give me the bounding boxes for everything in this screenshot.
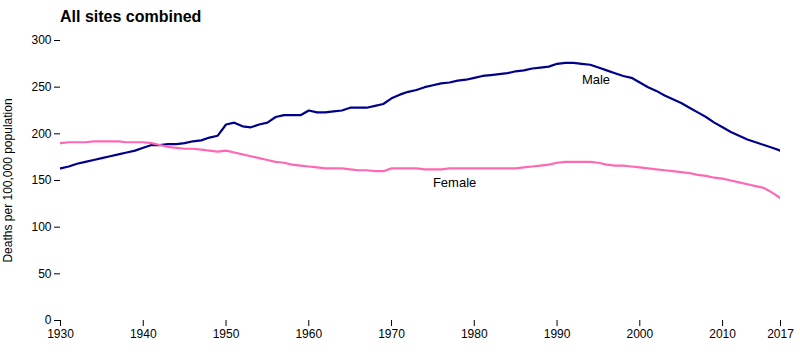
svg-text:1940: 1940 <box>130 327 157 341</box>
svg-text:1980: 1980 <box>461 327 488 341</box>
svg-text:Male: Male <box>582 72 610 87</box>
svg-text:2017: 2017 <box>767 327 794 341</box>
svg-text:1930: 1930 <box>47 327 74 341</box>
svg-text:Female: Female <box>433 175 476 190</box>
svg-text:150: 150 <box>31 173 51 187</box>
svg-text:300: 300 <box>31 33 51 47</box>
svg-text:1960: 1960 <box>295 327 322 341</box>
svg-text:2000: 2000 <box>626 327 653 341</box>
svg-text:2010: 2010 <box>709 327 736 341</box>
svg-text:50: 50 <box>38 267 52 281</box>
svg-text:1950: 1950 <box>213 327 240 341</box>
svg-text:1970: 1970 <box>378 327 405 341</box>
svg-text:0: 0 <box>45 313 52 327</box>
svg-text:1990: 1990 <box>544 327 571 341</box>
svg-text:100: 100 <box>31 220 51 234</box>
svg-text:200: 200 <box>31 127 51 141</box>
svg-text:250: 250 <box>31 80 51 94</box>
html-text:All sites combined: All sites combined <box>60 8 202 25</box>
svg-text:Deaths per 100,000 population: Deaths per 100,000 population <box>1 98 15 262</box>
